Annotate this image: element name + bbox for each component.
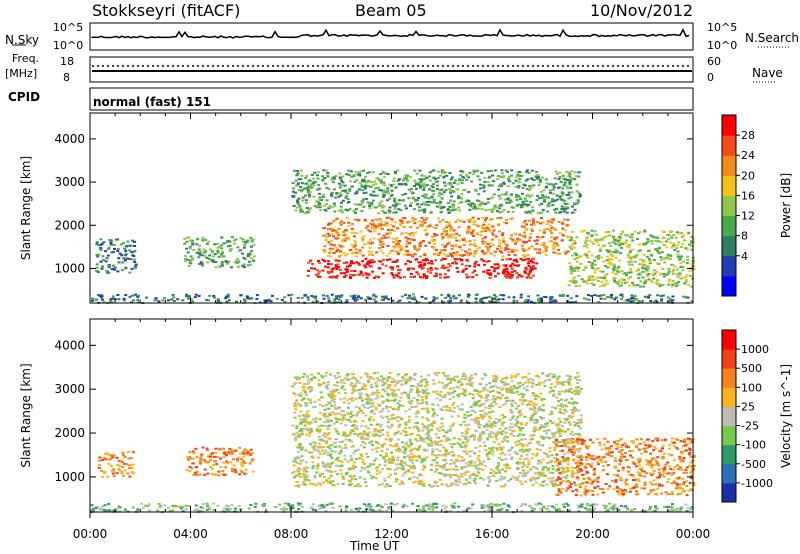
echo-region-4 xyxy=(321,216,570,258)
y-tick-label: 3000 xyxy=(54,382,85,396)
x-tick-label: 08:00 xyxy=(274,527,309,541)
colorbar-tick-label: 1000 xyxy=(741,343,769,356)
colorbar-swatch xyxy=(722,482,736,503)
x-tick-label: 12:00 xyxy=(374,527,409,541)
freq-label-top: Freq. xyxy=(12,52,39,65)
colorbar-tick-label: 8 xyxy=(741,230,748,243)
echo-region-3 xyxy=(291,419,583,488)
echo-region-2 xyxy=(183,236,256,269)
colorbar-swatch xyxy=(722,195,736,217)
colorbar-swatch xyxy=(722,215,736,237)
x-tick-label: 04:00 xyxy=(173,527,208,541)
colorbar-swatch xyxy=(722,406,736,427)
colorbar-tick-label: 12 xyxy=(741,210,755,223)
nsky-label: N.Sky xyxy=(5,33,39,47)
nsky-tick-top: 10^5 xyxy=(53,21,83,34)
y-axis-label: Slant Range [km] xyxy=(19,363,33,467)
colorbar-swatch xyxy=(722,135,736,156)
date-title: 10/Nov/2012 xyxy=(590,1,693,20)
colorbar-tick-label: 24 xyxy=(741,149,755,162)
echo-region-2 xyxy=(185,446,255,477)
colorbar-tick-label: 20 xyxy=(741,169,755,182)
x-axis-label: Time UT xyxy=(349,539,400,553)
colorbar-swatch xyxy=(722,368,736,388)
colorbar-tick-label: -1000 xyxy=(741,477,773,490)
freq-tick-bottom: 8 xyxy=(63,71,70,84)
x-tick-label: 16:00 xyxy=(475,527,510,541)
y-tick-label: 4000 xyxy=(54,132,85,146)
colorbar-tick-label: 16 xyxy=(741,189,755,202)
colorbar-swatch xyxy=(722,155,736,176)
y-tick-label: 2000 xyxy=(54,218,85,232)
x-tick-label: 00:00 xyxy=(73,527,108,541)
colorbar-swatch xyxy=(722,387,736,407)
colorbar-swatch xyxy=(722,444,736,465)
time-axis: 00:00 04:00 08:00 12:00 16:00 20:00 00:00 xyxy=(73,512,711,541)
colorbar: 28 24 20 16 12 8 4 Power [dB] xyxy=(721,114,793,297)
power-panel: 1000 2000 3000 4000 Slant Range [km] 28 24 20 16… xyxy=(19,112,793,305)
freq-tick-top: 18 xyxy=(60,55,74,68)
colorbar-swatch xyxy=(722,425,736,446)
colorbar-tick-label: 100 xyxy=(741,381,762,394)
echo-region-3 xyxy=(306,257,539,280)
colorbar-tick-label: 500 xyxy=(741,362,762,375)
x-tick-label: 00:00 xyxy=(676,527,711,541)
echo-region-4 xyxy=(291,371,583,422)
nave-label: Nave xyxy=(752,66,783,80)
nsky-panel xyxy=(89,22,694,51)
colorbar-swatch xyxy=(722,349,736,369)
echo-region-5 xyxy=(291,169,582,215)
colorbar-label: Velocity [m s^-1] xyxy=(779,364,793,468)
y-axis-label: Slant Range [km] xyxy=(19,156,33,260)
echo-region-1 xyxy=(95,238,138,275)
nsky-tick-bottom: 10^0 xyxy=(53,39,83,52)
nsearch-tick-bottom: 10^0 xyxy=(707,39,737,52)
colorbar-swatch xyxy=(722,275,736,297)
nave-tick-bottom: 0 xyxy=(707,71,714,84)
colorbar-swatch xyxy=(722,255,736,277)
colorbar-swatch xyxy=(722,330,736,350)
nsearch-label: N.Search xyxy=(745,31,799,45)
x-tick-label: 20:00 xyxy=(575,527,610,541)
cpid-label: CPID xyxy=(8,90,40,104)
colorbar-tick-label: -25 xyxy=(741,420,759,433)
colorbar-swatch xyxy=(722,463,736,484)
nsearch-tick-top: 10^5 xyxy=(707,21,737,34)
nave-tick-top: 60 xyxy=(707,55,721,68)
nsky-trace xyxy=(91,28,690,39)
beam-title: Beam 05 xyxy=(355,1,427,20)
cpid-panel xyxy=(89,87,694,111)
colorbar-tick-label: 4 xyxy=(741,250,748,263)
echo-region-5 xyxy=(554,437,696,497)
colorbar-swatch xyxy=(722,235,736,257)
freq-panel xyxy=(89,56,694,83)
echo-region-1 xyxy=(97,450,136,478)
echo-region-0 xyxy=(90,502,694,514)
colorbar-tick-label: -500 xyxy=(741,458,766,471)
colorbar-swatch xyxy=(722,175,736,196)
y-tick-label: 1000 xyxy=(54,261,85,275)
cpid-text: normal (fast) 151 xyxy=(93,95,211,109)
y-tick-label: 4000 xyxy=(54,338,85,352)
y-tick-label: 1000 xyxy=(54,470,85,484)
y-tick-label: 3000 xyxy=(54,175,85,189)
y-tick-label: 2000 xyxy=(54,426,85,440)
echo-region-6 xyxy=(567,229,696,288)
colorbar-label: Power [dB] xyxy=(779,173,793,238)
freq-label-unit: [MHz] xyxy=(5,67,37,80)
colorbar-tick-label: 28 xyxy=(741,129,755,142)
colorbar: 1000 500 100 25 -25 -100 -500 -1000 Velocity [m … xyxy=(721,329,793,503)
colorbar-tick-label: 25 xyxy=(741,400,755,413)
colorbar-tick-label: -100 xyxy=(741,439,766,452)
colorbar-swatch xyxy=(722,115,736,136)
station-title: Stokkseyri (fitACF) xyxy=(92,1,240,20)
